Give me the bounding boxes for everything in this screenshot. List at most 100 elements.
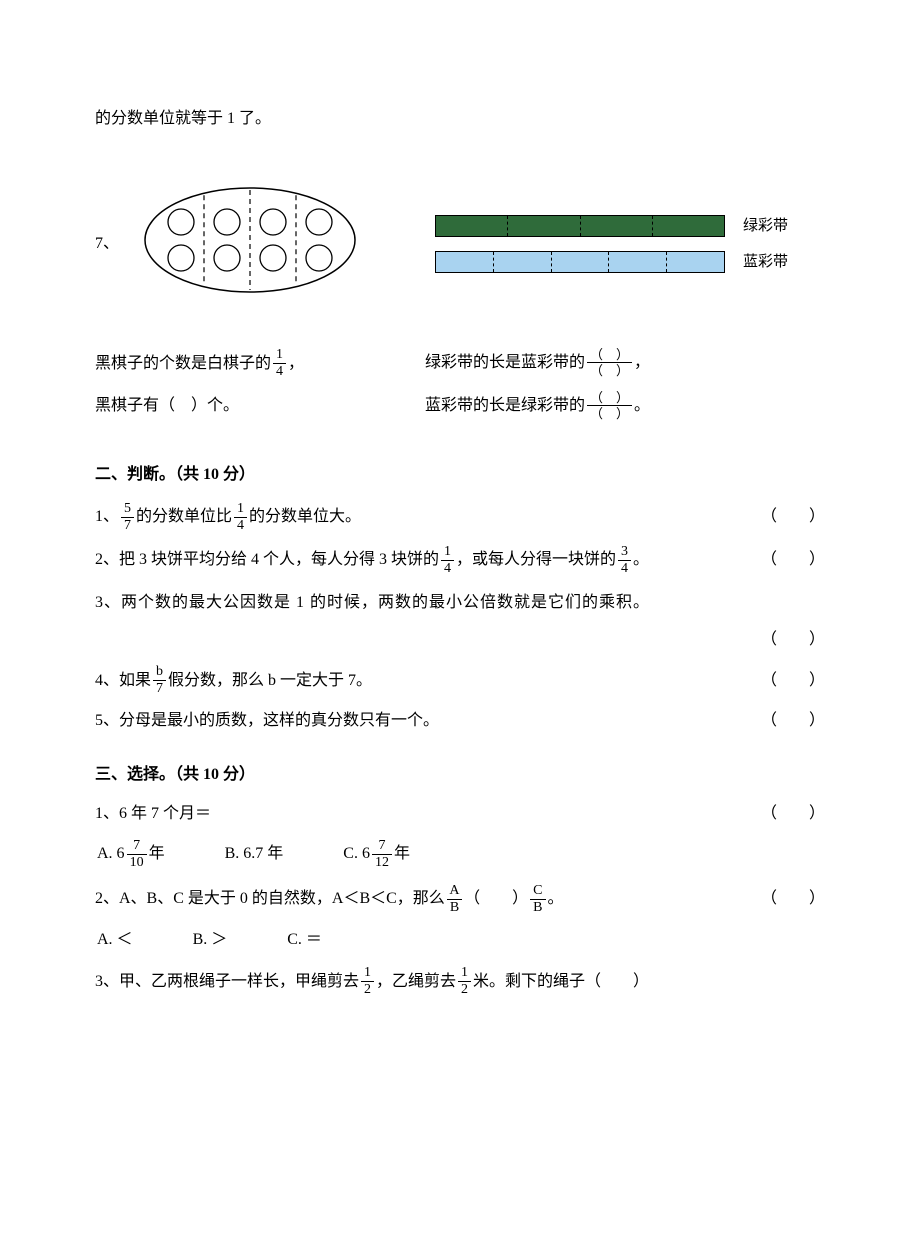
s3q2-b: （ ） bbox=[464, 886, 528, 912]
q7-ellipse-wrap bbox=[135, 182, 395, 307]
s3q3-frac2: 1 2 bbox=[458, 966, 471, 997]
blue-bar-row: 蓝彩带 bbox=[435, 250, 825, 274]
s3q2-c: 。 bbox=[548, 886, 564, 912]
green-bar bbox=[435, 215, 725, 237]
frac-den: B bbox=[447, 899, 462, 915]
option-A: A. 6 7 10 年 bbox=[97, 839, 165, 870]
s2-q3: 3、两个数的最大公因数是 1 的时候，两数的最小公倍数就是它们的乘积。 bbox=[95, 590, 825, 616]
s3-q2: 2、A、B、C 是大于 0 的自然数，A＜B＜C，那么 A B （ ） C B … bbox=[95, 884, 825, 915]
s3q2-frac2: C B bbox=[530, 884, 545, 915]
s3q3-frac1: 1 2 bbox=[361, 966, 374, 997]
option-B: B. 6.7 年 bbox=[225, 841, 284, 867]
answer-paren: （ ） bbox=[761, 547, 825, 573]
frac-den-blank: （ ） bbox=[587, 362, 632, 377]
q7-r1-a: 绿彩带的长是蓝彩带的 bbox=[425, 350, 585, 376]
q7-bars: 绿彩带 蓝彩带 bbox=[435, 202, 825, 286]
option-C: C. 6 7 12 年 bbox=[343, 839, 410, 870]
option-A: A. ＜ bbox=[97, 927, 133, 953]
q7-l1-a: 黑棋子的个数是白棋子的 bbox=[95, 351, 271, 377]
answer-paren: （ ） bbox=[761, 668, 825, 694]
s2-q1: 1、 5 7 的分数单位比 1 4 的分数单位大。 （ ） bbox=[95, 502, 825, 533]
blue-bar-label: 蓝彩带 bbox=[743, 250, 788, 274]
blue-bar bbox=[435, 251, 725, 273]
frac-den: 4 bbox=[441, 560, 454, 576]
s2q2-b: ，或每人分得一块饼的 bbox=[456, 547, 616, 573]
answer-paren: （ ） bbox=[761, 627, 825, 653]
q7-l1-b: ， bbox=[288, 351, 304, 377]
q7-r2-a: 蓝彩带的长是绿彩带的 bbox=[425, 393, 585, 419]
option-C: C. ＝ bbox=[287, 927, 322, 953]
s2q4-frac: b 7 bbox=[153, 665, 166, 696]
frac-num: 1 bbox=[274, 348, 285, 363]
frac-num: 1 bbox=[459, 966, 470, 981]
option-B: B. ＞ bbox=[193, 927, 228, 953]
q7-figure-row: 7、 绿彩带 蓝彩带 bbox=[95, 182, 825, 307]
s2q5-text: 5、分母是最小的质数，这样的真分数只有一个。 bbox=[95, 708, 439, 734]
optC-lead: C. 6 bbox=[343, 841, 370, 867]
q7-left-line2: 黑棋子有（ ）个。 bbox=[95, 393, 405, 419]
s3-q1-options: A. 6 7 10 年 B. 6.7 年 C. 6 7 12 年 bbox=[97, 839, 825, 870]
s2-q3-paren-row: （ ） bbox=[95, 627, 825, 653]
go-board-ellipse-icon bbox=[135, 182, 365, 298]
green-bar-row: 绿彩带 bbox=[435, 214, 825, 238]
s3-q1: 1、6 年 7 个月＝ （ ） bbox=[95, 801, 825, 827]
s3q3-c: 米。剩下的绳子（ ） bbox=[473, 969, 649, 995]
s2-q5: 5、分母是最小的质数，这样的真分数只有一个。 （ ） bbox=[95, 708, 825, 734]
frac-num: 3 bbox=[619, 545, 630, 560]
frac-num: C bbox=[531, 884, 544, 899]
s2q1-frac1: 5 7 bbox=[121, 502, 134, 533]
optA-tail: 年 bbox=[149, 841, 165, 867]
q7-l2-left: 黑棋子有（ ）个。 bbox=[95, 393, 239, 419]
exam-page: 的分数单位就等于 1 了。 7、 绿彩带 蓝彩带 黑棋子的个数是白棋子的 1 bbox=[0, 0, 920, 1254]
q7-r2-b: 。 bbox=[634, 393, 650, 419]
optA-frac: 7 10 bbox=[127, 839, 147, 870]
q7-number: 7、 bbox=[95, 231, 119, 257]
green-bar-label: 绿彩带 bbox=[743, 214, 788, 238]
frac-num: 5 bbox=[122, 502, 133, 517]
q7-r1-b: ， bbox=[634, 350, 650, 376]
frac-num: 1 bbox=[442, 545, 453, 560]
frac-num: 7 bbox=[376, 839, 387, 854]
q7-col-right: 绿彩带的长是蓝彩带的 （ ） （ ） ， 蓝彩带的长是绿彩带的 （ ） （ ） … bbox=[425, 334, 825, 434]
s2q2-a: 2、把 3 块饼平均分给 4 个人，每人分得 3 块饼的 bbox=[95, 547, 439, 573]
s2q2-frac2: 3 4 bbox=[618, 545, 631, 576]
q7-right-line1: 绿彩带的长是蓝彩带的 （ ） （ ） ， bbox=[425, 348, 825, 377]
frac-num: A bbox=[447, 884, 461, 899]
frac-den: 10 bbox=[127, 854, 147, 870]
optC-frac: 7 12 bbox=[372, 839, 392, 870]
optA-lead: A. 6 bbox=[97, 841, 125, 867]
s3q1-text: 1、6 年 7 个月＝ bbox=[95, 801, 211, 827]
section3-heading: 三、选择。（共 10 分） bbox=[95, 762, 825, 788]
frac-num-blank: （ ） bbox=[587, 391, 632, 405]
s2-q2: 2、把 3 块饼平均分给 4 个人，每人分得 3 块饼的 1 4 ，或每人分得一… bbox=[95, 545, 825, 576]
frac-den: 12 bbox=[372, 854, 392, 870]
s2q1-a: 1、 bbox=[95, 504, 119, 530]
optC-tail: 年 bbox=[394, 841, 410, 867]
frac-den: 4 bbox=[273, 363, 286, 379]
frac-num: 1 bbox=[362, 966, 373, 981]
answer-paren: （ ） bbox=[761, 886, 825, 912]
frac-den: 7 bbox=[121, 517, 134, 533]
frac-den: 2 bbox=[458, 981, 471, 997]
s2q4-a: 4、如果 bbox=[95, 668, 151, 694]
frac-num: b bbox=[154, 665, 165, 680]
q7-l1-frac: 1 4 bbox=[273, 348, 286, 379]
q7-left-line1: 黑棋子的个数是白棋子的 1 4 ， bbox=[95, 348, 405, 379]
s2q1-c: 的分数单位大。 bbox=[249, 504, 361, 530]
q7-col-left: 黑棋子的个数是白棋子的 1 4 ， 黑棋子有（ ）个。 bbox=[95, 334, 405, 434]
frac-num: 7 bbox=[131, 839, 142, 854]
frac-num: 1 bbox=[235, 502, 246, 517]
section2-heading: 二、判断。（共 10 分） bbox=[95, 462, 825, 488]
s2q4-b: 假分数，那么 b 一定大于 7。 bbox=[168, 668, 372, 694]
answer-paren: （ ） bbox=[761, 801, 825, 827]
s3-q2-options: A. ＜ B. ＞ C. ＝ bbox=[97, 927, 825, 953]
frac-den: 2 bbox=[361, 981, 374, 997]
q7-right-line2: 蓝彩带的长是绿彩带的 （ ） （ ） 。 bbox=[425, 391, 825, 420]
frac-den: 4 bbox=[618, 560, 631, 576]
s2q2-c: 。 bbox=[633, 547, 649, 573]
frac-den-blank: （ ） bbox=[587, 405, 632, 420]
s2q2-frac1: 1 4 bbox=[441, 545, 454, 576]
s2q1-b: 的分数单位比 bbox=[136, 504, 232, 530]
frac-den: 7 bbox=[153, 680, 166, 696]
s3q3-a: 3、甲、乙两根绳子一样长，甲绳剪去 bbox=[95, 969, 359, 995]
